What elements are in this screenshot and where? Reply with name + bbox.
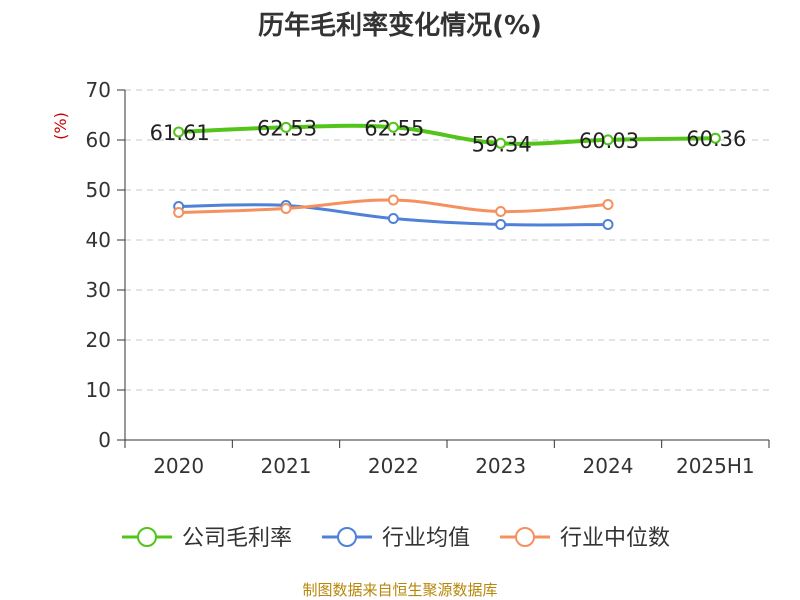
data-point (495, 137, 507, 149)
data-label: 60.36 (686, 127, 746, 151)
data-point (280, 121, 292, 133)
data-point (173, 126, 185, 138)
y-tick-label: 50 (86, 178, 111, 202)
source-note: 制图数据来自恒生聚源数据库 (302, 581, 497, 599)
x-tick-label: 2021 (261, 454, 312, 478)
data-labels: 61.61 62.53 62.55 59.34 60.03 60.36 (150, 116, 747, 156)
data-point (387, 121, 399, 133)
y-tick-label: 20 (86, 328, 111, 352)
legend-item[interactable]: 行业均值 (322, 526, 470, 551)
x-tick-label: 2024 (583, 454, 634, 478)
data-point (387, 213, 399, 224)
y-tick-label: 40 (86, 228, 111, 252)
data-label: 60.03 (579, 129, 639, 153)
legend-item[interactable]: 行业中位数 (500, 526, 670, 551)
legend-item[interactable]: 公司毛利率 (122, 526, 292, 551)
x-tick-label: 2022 (368, 454, 419, 478)
y-tick-label: 70 (86, 78, 111, 102)
data-point (602, 199, 614, 210)
data-label: 62.55 (364, 116, 424, 140)
y-tick-label: 0 (98, 428, 111, 452)
legend-marker (515, 527, 535, 547)
legend-marker (337, 527, 357, 547)
data-point (280, 203, 292, 214)
y-tick-label: 60 (86, 128, 111, 152)
series-lines (173, 121, 721, 230)
data-point (387, 194, 399, 206)
x-tick-label: 2020 (153, 454, 204, 478)
x-tick-label: 2023 (475, 454, 526, 478)
data-point (709, 132, 721, 144)
legend: 公司毛利率 行业均值 行业中位数 (122, 526, 670, 551)
data-point (495, 219, 507, 230)
grid-lines (125, 89, 769, 391)
data-point (602, 219, 614, 230)
y-tick-label: 10 (86, 378, 111, 402)
y-axis-unit: (%) (51, 112, 70, 140)
data-point (495, 206, 507, 217)
x-tick-label: 2025H1 (676, 454, 755, 478)
legend-marker (137, 527, 157, 547)
legend-label: 公司毛利率 (182, 526, 292, 551)
axes: 0 10 20 30 40 50 60 70 2020 2021 2022 2023 2024 2025H… (86, 78, 770, 478)
series-line (176, 123, 718, 146)
data-point (173, 207, 185, 218)
data-label: 62.53 (257, 116, 317, 140)
chart-title: 历年毛利率变化情况(%) (258, 10, 542, 41)
legend-label: 行业中位数 (560, 526, 670, 551)
data-label: 61.61 (150, 121, 210, 145)
data-label: 59.34 (472, 132, 532, 156)
data-point (602, 134, 614, 146)
y-tick-label: 30 (86, 278, 111, 302)
legend-label: 行业均值 (382, 526, 470, 551)
